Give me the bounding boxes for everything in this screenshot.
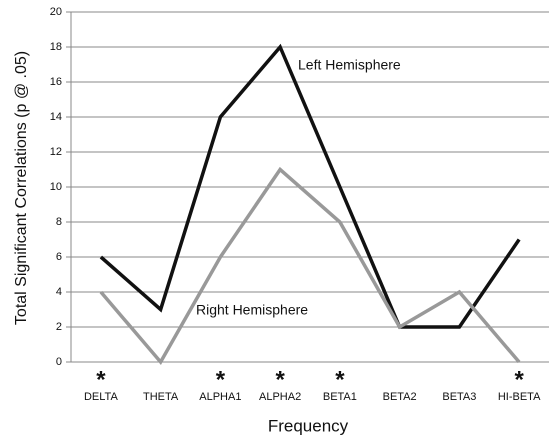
y-tick-label: 8 bbox=[56, 216, 62, 228]
x-axis-label: Frequency bbox=[268, 416, 349, 435]
series-label: Left Hemisphere bbox=[298, 57, 401, 73]
y-tick-label: 20 bbox=[50, 6, 62, 18]
star-annotation: * bbox=[96, 366, 106, 393]
star-annotation: * bbox=[514, 366, 524, 393]
x-tick-label: ALPHA1 bbox=[199, 391, 241, 403]
series-line bbox=[99, 166, 521, 366]
y-tick-label: 18 bbox=[50, 41, 62, 53]
star-annotation: * bbox=[216, 366, 226, 393]
y-tick-label: 14 bbox=[50, 111, 62, 123]
x-tick-label: BETA1 bbox=[323, 391, 357, 403]
x-tick-label: THETA bbox=[143, 391, 179, 403]
x-tick-label: BETA2 bbox=[383, 391, 417, 403]
y-tick-label: 4 bbox=[56, 286, 62, 298]
y-axis-label: Total Significant Correlations (p @ .05) bbox=[13, 51, 30, 325]
series-line bbox=[99, 43, 521, 329]
x-tick-label: HI-BETA bbox=[498, 391, 541, 403]
y-tick-label: 2 bbox=[56, 321, 62, 333]
x-tick-label: ALPHA2 bbox=[259, 391, 301, 403]
y-tick-label: 10 bbox=[50, 181, 62, 193]
star-annotation: * bbox=[335, 366, 345, 393]
y-tick-label: 12 bbox=[50, 146, 62, 158]
y-tick-label: 16 bbox=[50, 76, 62, 88]
series-label: Right Hemisphere bbox=[196, 302, 308, 318]
y-tick-label: 0 bbox=[56, 356, 62, 368]
x-tick-label: BETA3 bbox=[442, 391, 476, 403]
star-annotation: * bbox=[275, 366, 285, 393]
y-tick-label: 6 bbox=[56, 251, 62, 263]
x-tick-label: DELTA bbox=[84, 391, 118, 403]
